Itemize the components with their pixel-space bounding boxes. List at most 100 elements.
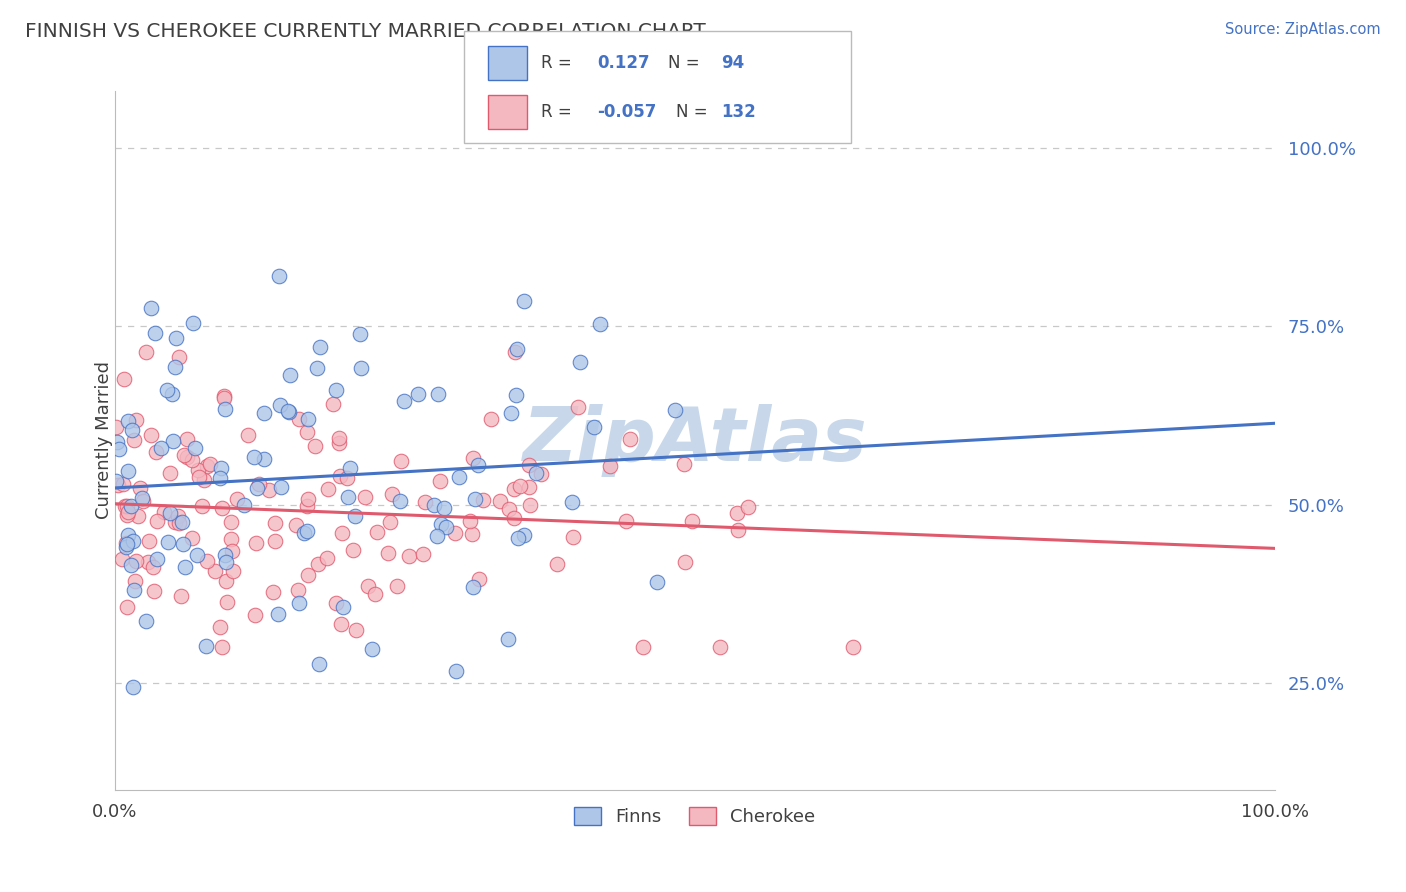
Point	[107, 477, 129, 491]
Point	[506, 531, 529, 545]
Point	[464, 491, 486, 506]
Point	[512, 293, 534, 308]
Point	[513, 527, 536, 541]
Point	[297, 499, 319, 513]
Point	[332, 525, 354, 540]
Point	[167, 508, 190, 523]
Point	[304, 439, 326, 453]
Point	[124, 433, 146, 447]
Point	[498, 632, 520, 646]
Point	[188, 470, 211, 484]
Point	[349, 361, 371, 376]
Point	[127, 509, 149, 524]
Point	[107, 442, 129, 456]
Point	[131, 491, 153, 505]
Point	[160, 387, 183, 401]
Point	[221, 544, 243, 558]
Point	[153, 505, 176, 519]
Text: 132: 132	[721, 103, 756, 121]
Point	[502, 511, 524, 525]
Point	[616, 514, 638, 528]
Point	[117, 528, 139, 542]
Point	[381, 487, 404, 501]
Point	[336, 471, 359, 485]
Point	[503, 344, 526, 359]
Point	[325, 383, 347, 397]
Point	[125, 413, 148, 427]
Point	[461, 526, 484, 541]
Point	[180, 531, 202, 545]
Point	[546, 557, 568, 571]
Point	[562, 530, 585, 544]
Point	[432, 500, 454, 515]
Point	[328, 432, 350, 446]
Point	[141, 301, 163, 316]
Point	[434, 520, 457, 534]
Point	[412, 547, 434, 561]
Point	[297, 491, 319, 506]
Point	[219, 515, 242, 529]
Point	[257, 483, 280, 497]
Point	[115, 508, 138, 523]
Point	[114, 499, 136, 513]
Point	[211, 501, 233, 516]
Point	[211, 640, 233, 655]
Point	[149, 441, 172, 455]
Point	[461, 580, 484, 594]
Point	[191, 499, 214, 513]
Point	[214, 388, 236, 402]
Point	[392, 394, 415, 409]
Point	[479, 411, 502, 425]
Point	[243, 450, 266, 464]
Point	[287, 583, 309, 598]
Point	[472, 492, 495, 507]
Point	[633, 640, 655, 655]
Point	[162, 434, 184, 449]
Point	[308, 657, 330, 671]
Point	[243, 607, 266, 622]
Point	[285, 518, 308, 533]
Point	[506, 342, 529, 356]
Point	[264, 516, 287, 530]
Y-axis label: Currently Married: Currently Married	[96, 361, 112, 519]
Point	[193, 473, 215, 487]
Point	[159, 467, 181, 481]
Point	[136, 555, 159, 569]
Point	[357, 579, 380, 593]
Point	[142, 583, 165, 598]
Point	[156, 535, 179, 549]
Text: R =: R =	[541, 103, 578, 121]
Point	[219, 532, 242, 546]
Point	[121, 423, 143, 437]
Point	[253, 451, 276, 466]
Point	[194, 640, 217, 654]
Point	[444, 664, 467, 678]
Point	[200, 457, 222, 471]
Point	[325, 596, 347, 610]
Point	[349, 326, 371, 341]
Point	[673, 555, 696, 569]
Point	[709, 640, 731, 655]
Point	[135, 345, 157, 359]
Point	[499, 406, 522, 420]
Point	[120, 499, 142, 513]
Point	[173, 448, 195, 462]
Point	[246, 481, 269, 495]
Point	[842, 640, 865, 655]
Point	[309, 340, 332, 354]
Point	[253, 406, 276, 420]
Point	[270, 479, 292, 493]
Point	[139, 427, 162, 442]
Text: N =: N =	[668, 54, 704, 72]
Point	[209, 460, 232, 475]
Point	[385, 578, 408, 592]
Point	[599, 458, 621, 473]
Point	[467, 458, 489, 472]
Point	[429, 475, 451, 489]
Point	[117, 504, 139, 518]
Point	[413, 494, 436, 508]
Point	[132, 494, 155, 508]
Point	[114, 540, 136, 554]
Point	[727, 523, 749, 537]
Point	[215, 595, 238, 609]
